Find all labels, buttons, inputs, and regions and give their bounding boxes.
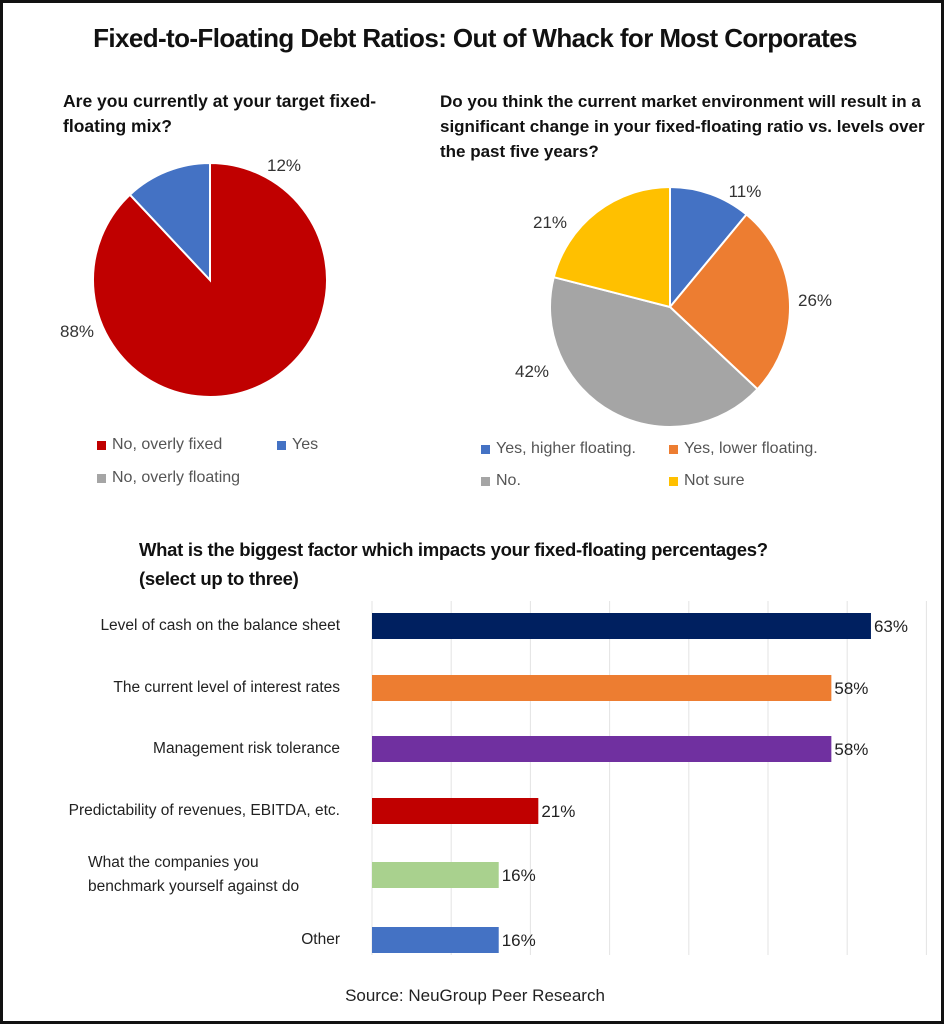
pie1-data-label: 88%: [60, 322, 94, 341]
pie1-data-label: 12%: [267, 156, 301, 175]
pie2-legend-item: Not sure: [669, 472, 744, 490]
bar: [372, 927, 499, 953]
legend-label: No.: [496, 472, 521, 489]
bar: [372, 862, 499, 888]
bar-data-label: 58%: [834, 679, 868, 698]
main-title: Fixed-to-Floating Debt Ratios: Out of Wh…: [93, 23, 857, 53]
bar: [372, 675, 832, 701]
bar-category-label: What the companies you benchmark yoursel…: [88, 851, 299, 899]
bar-category-label-line: What the companies you: [88, 854, 259, 871]
pie2-slice: [669, 185, 748, 310]
pie2-data-label: 26%: [798, 291, 832, 310]
pie1-chart: 88% 12%: [60, 156, 328, 398]
legend-swatch: [97, 440, 106, 450]
legend-swatch: [669, 476, 678, 486]
source-note: Source: NeuGroup Peer Research: [345, 986, 605, 1005]
legend-label: No, overly floating: [112, 469, 241, 486]
pie2-legend-item: Yes, lower floating.: [669, 440, 818, 458]
bar-data-label: 63%: [874, 617, 908, 636]
pie1-legend-item: Yes: [277, 436, 318, 454]
bar-data-label: 16%: [502, 931, 536, 950]
pie2-slice: [552, 185, 671, 309]
legend-label: No, overly fixed: [112, 436, 223, 453]
pie2-data-label: 11%: [729, 182, 762, 201]
pie2-data-label: 21%: [533, 213, 567, 232]
bar-category-label-line: benchmark yourself against do: [88, 878, 300, 895]
pie2-data-label: 42%: [515, 362, 549, 381]
bar-category-label: Management risk tolerance: [153, 740, 340, 757]
pie2-chart: 11% 26% 42% 21%: [515, 182, 832, 428]
legend-swatch: [481, 444, 490, 454]
bar-category-label: The current level of interest rates: [113, 679, 340, 696]
pie2-title: Do you think the current market environm…: [440, 92, 925, 161]
legend-swatch: [481, 476, 490, 486]
bar-category-label: Other: [301, 931, 340, 948]
legend-label: Yes, lower floating.: [684, 440, 818, 457]
bar-chart: 63% 58% 58% 21% 16% 16%: [371, 601, 927, 955]
bar-category-label: Predictability of revenues, EBITDA, etc.: [68, 802, 340, 819]
bar-data-label: 21%: [541, 802, 575, 821]
bar-data-label: 58%: [834, 740, 868, 759]
legend-label: Not sure: [684, 472, 745, 489]
bar: [372, 736, 832, 762]
legend-swatch: [97, 473, 106, 483]
bar: [372, 613, 871, 639]
pie2-slice: [549, 275, 759, 428]
pie2-legend-item: No.: [481, 472, 521, 490]
bar-data-label: 16%: [502, 866, 536, 885]
bar-chart-title: What is the biggest factor which impacts…: [139, 539, 768, 589]
legend-label: Yes, higher floating.: [496, 440, 636, 457]
pie2-slice: [668, 213, 791, 391]
bar: [372, 798, 539, 824]
pie1-slice: [128, 161, 211, 283]
pie1-legend-item: No, overly floating: [97, 469, 240, 487]
legend-swatch: [669, 444, 678, 454]
pie1-legend-item: No, overly fixed: [97, 436, 222, 454]
pie1-title: Are you currently at your target fixed-f…: [63, 91, 377, 136]
legend-swatch: [277, 440, 286, 450]
bar-category-label: Level of cash on the balance sheet: [100, 617, 340, 634]
pie2-legend-item: Yes, higher floating.: [481, 440, 636, 458]
legend-label: Yes: [292, 436, 319, 453]
